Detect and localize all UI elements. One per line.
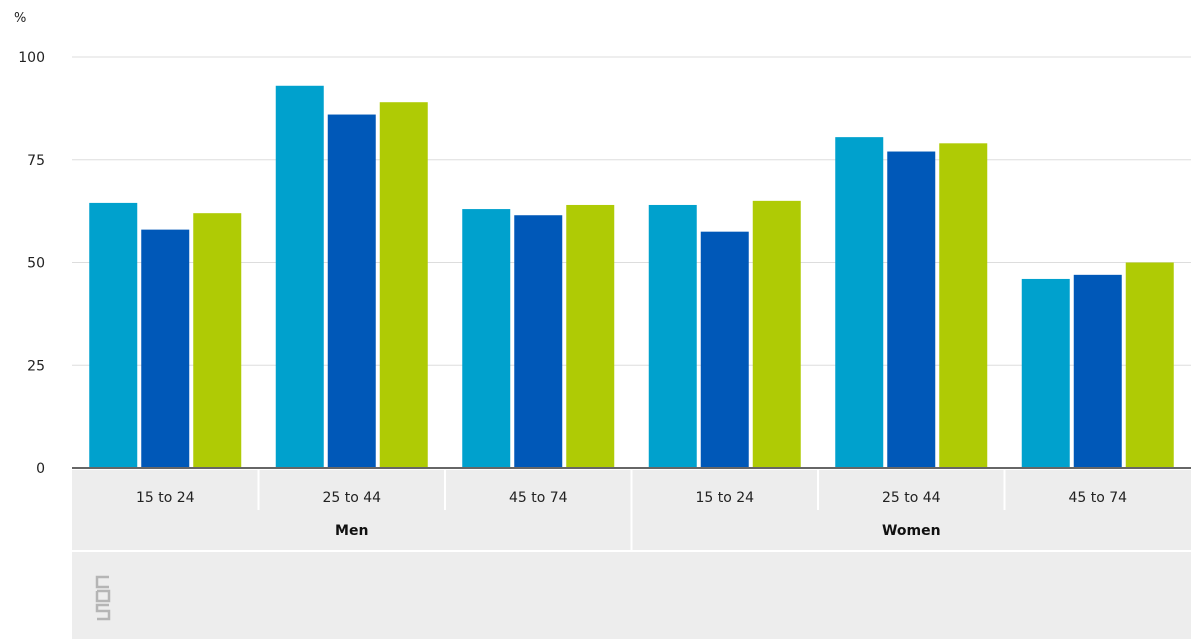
bar [939, 143, 988, 468]
y-tick-label: 50 [27, 256, 45, 272]
y-tick-label: 0 [36, 461, 45, 477]
y-axis-unit: % [14, 11, 26, 26]
bar [887, 151, 936, 468]
bar [89, 202, 138, 468]
bar [275, 85, 324, 469]
y-axis-ticks: 0 25 50 75 100 [18, 50, 45, 477]
y-tick-label: 100 [18, 50, 45, 66]
bar [462, 209, 511, 468]
bar [141, 229, 190, 468]
y-tick-label: 75 [27, 153, 45, 169]
x-category-label: 15 to 24 [695, 490, 754, 506]
bar [1125, 262, 1174, 468]
bar [835, 137, 884, 468]
bars [89, 85, 1174, 469]
bar [700, 231, 749, 468]
x-axis-categories: 15 to 24 25 to 44 45 to 74 Men 15 to 24 25 to… [72, 470, 1191, 552]
bar [327, 114, 376, 468]
x-category-label: 25 to 44 [322, 490, 381, 506]
bar [1073, 274, 1122, 468]
x-category-label: 45 to 74 [1068, 490, 1127, 506]
bar [648, 204, 697, 468]
bar [379, 102, 428, 469]
cbs-logo-icon: cbs [95, 575, 111, 621]
y-tick-label: 25 [27, 358, 45, 374]
bar [752, 200, 801, 468]
bar [514, 215, 563, 468]
x-category-label: 15 to 24 [136, 490, 195, 506]
x-category-label: 25 to 44 [882, 490, 941, 506]
bar [1021, 278, 1070, 468]
gridlines [72, 56, 1191, 366]
bar [566, 204, 615, 468]
x-group-label: Men [335, 523, 368, 539]
x-group-label: Women [882, 523, 941, 539]
bar [193, 213, 242, 468]
x-category-label: 45 to 74 [509, 490, 568, 506]
